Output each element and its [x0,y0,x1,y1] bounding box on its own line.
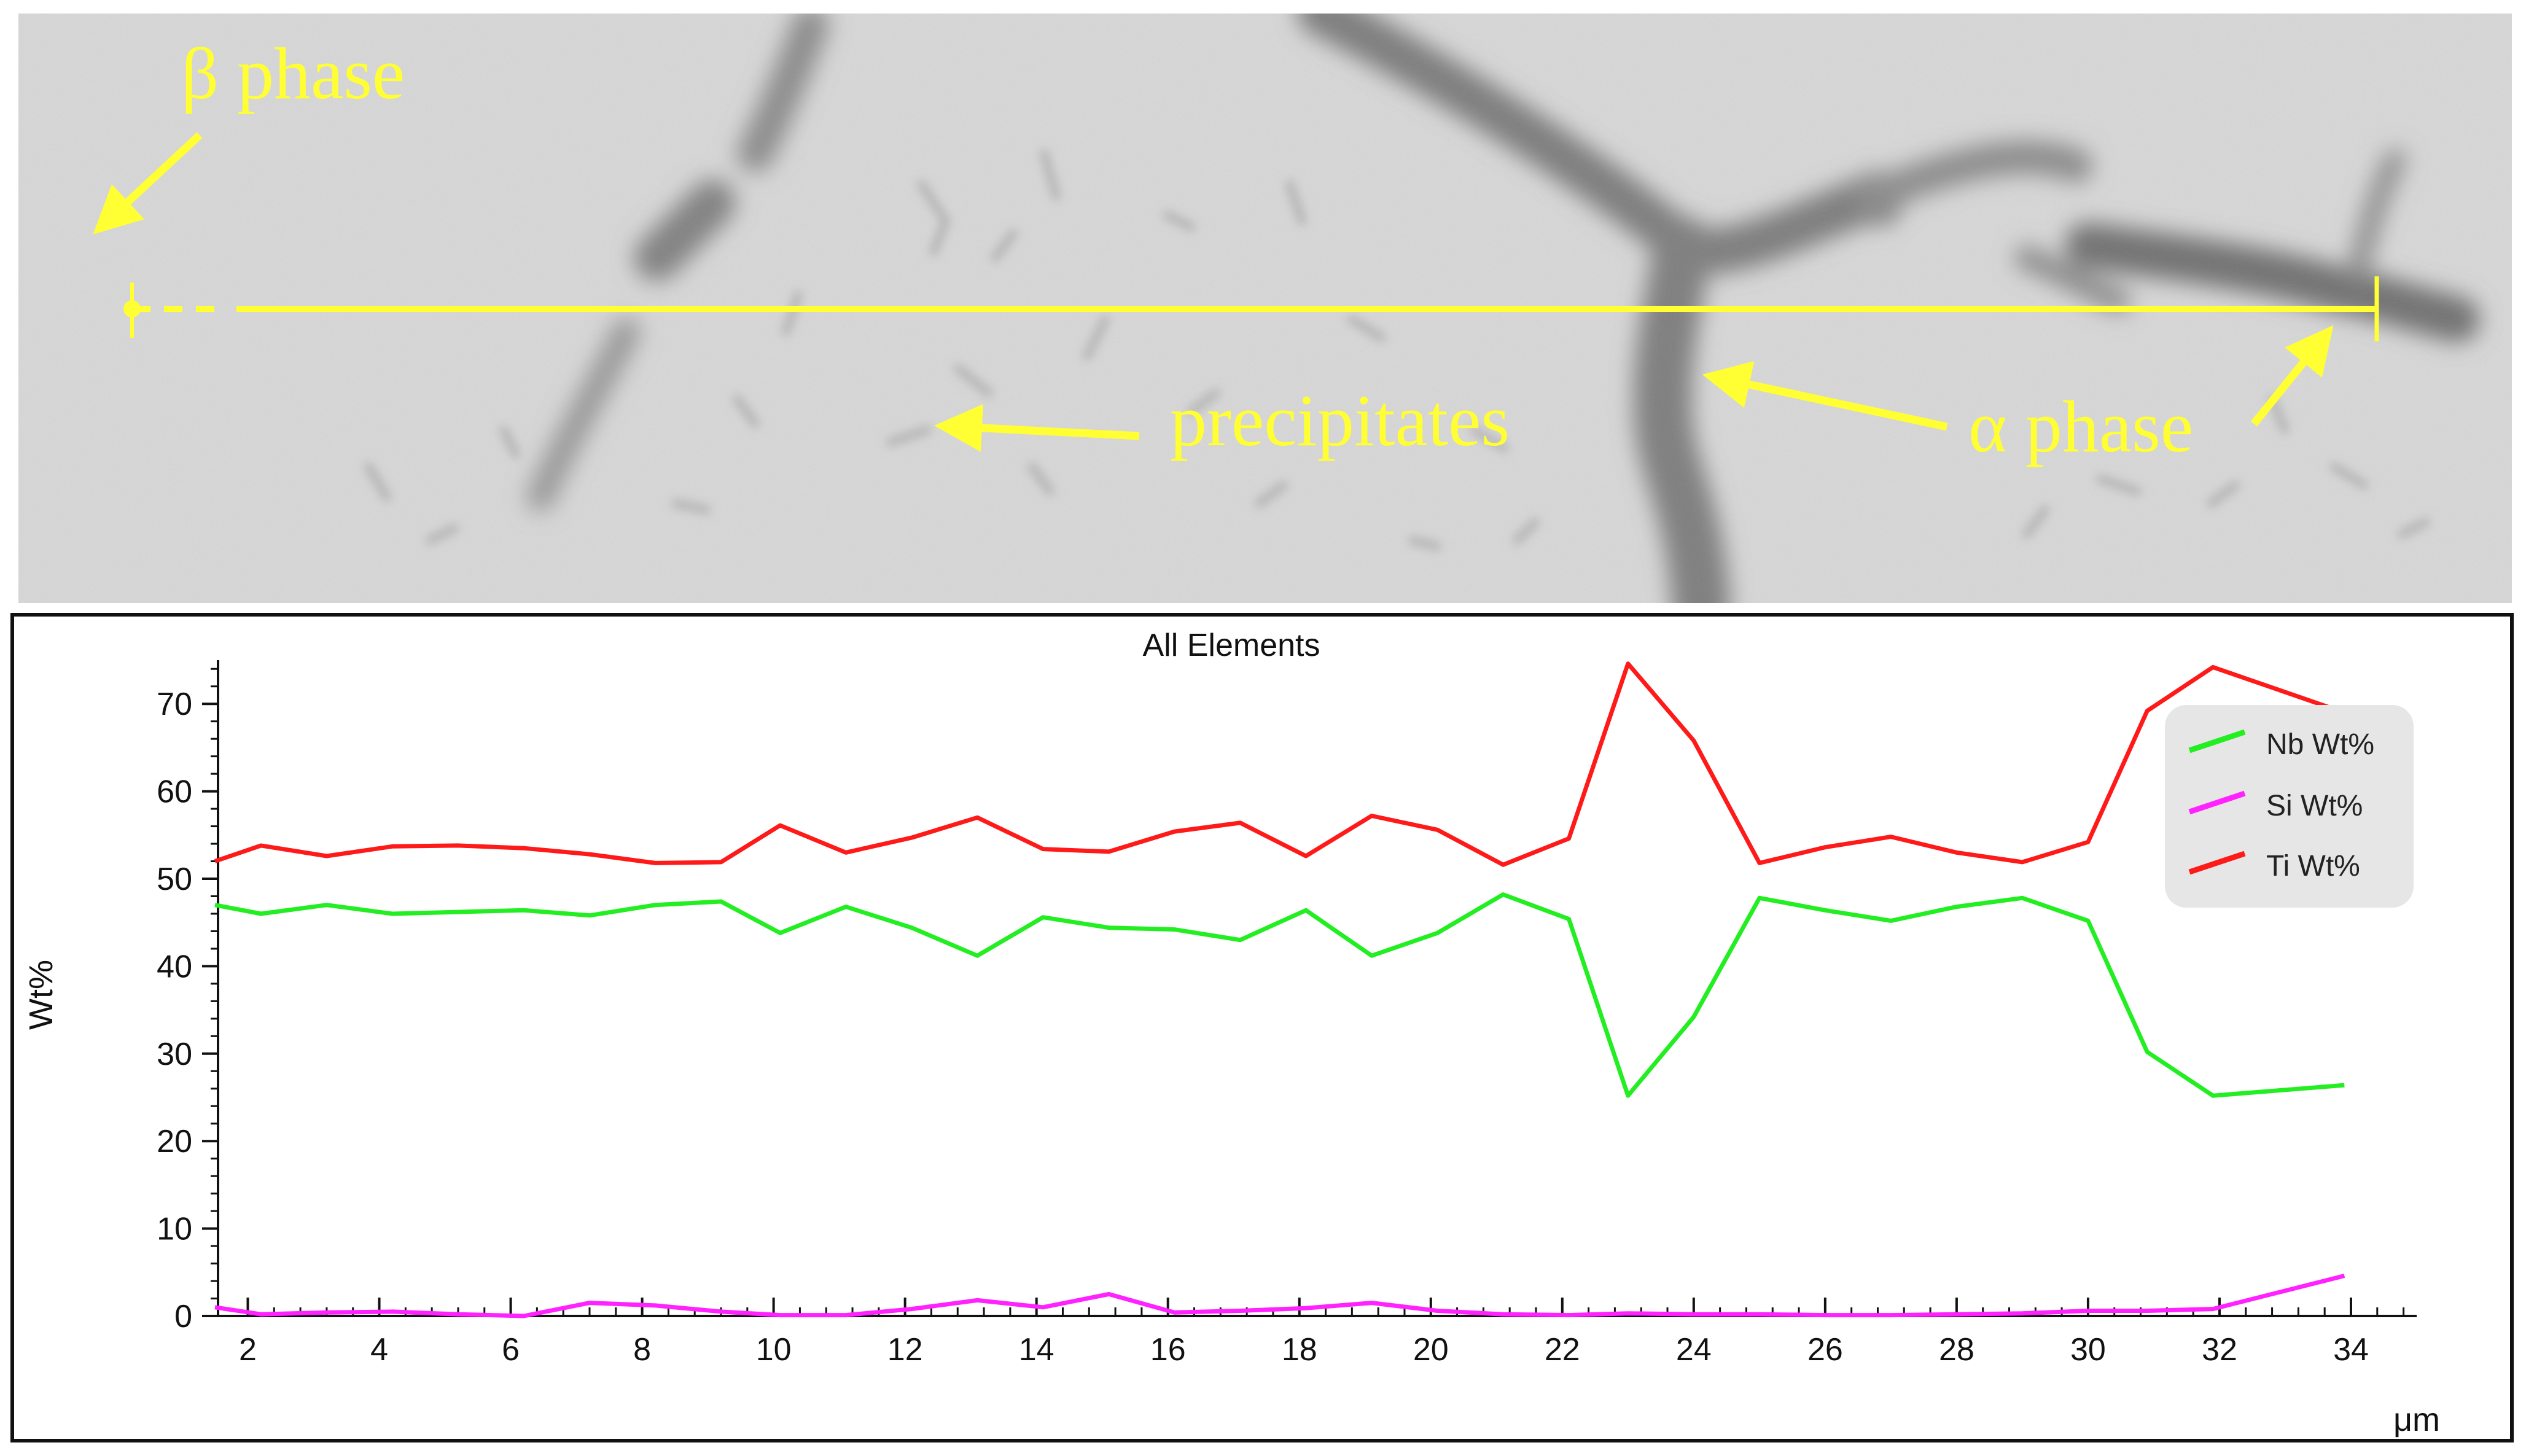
legend-label-nb: Nb Wt% [2266,728,2374,761]
series-layer [214,661,2345,1318]
y-tick-label: 10 [157,1212,192,1247]
legend-swatch-ti [2188,851,2246,875]
precipitates-arrow [934,404,1140,452]
series-line-ti [214,661,2345,867]
y-axis-title: Wt% [23,960,60,1030]
x-tick-label: 2 [239,1332,257,1368]
alpha-phase-arrow-right [2250,325,2334,427]
x-tick-label: 22 [1545,1332,1580,1368]
y-tick-label: 50 [157,862,192,897]
y-tick-label: 20 [157,1124,192,1159]
legend-swatch-nb [2188,729,2246,753]
alpha-phase-arrow-left [1702,361,1948,431]
x-tick-label: 26 [1807,1332,1843,1368]
x-tick-label: 12 [887,1332,923,1368]
x-tick-label: 4 [370,1332,388,1368]
series-line-nb [214,892,2345,1098]
x-tick-label: 30 [2070,1332,2106,1368]
legend-label-ti: Ti Wt% [2266,850,2360,882]
x-tick-label: 10 [756,1332,792,1368]
legend-swatch-si [2188,790,2246,815]
alpha-phase-label: α phase [1968,386,2193,467]
beta-phase-arrow [93,132,203,235]
y-tick-label: 40 [157,949,192,984]
chart-title: All Elements [1143,628,1320,663]
x-tick-label: 14 [1019,1332,1054,1368]
x-tick-label: 20 [1413,1332,1449,1368]
x-tick-label: 16 [1150,1332,1186,1368]
x-tick-label: 24 [1676,1332,1712,1368]
chart-frame [10,613,2514,1442]
series-line-si [214,1274,2345,1318]
y-tick-label: 70 [157,687,192,722]
y-tick-label: 60 [157,774,192,810]
precipitates-label: precipitates [1170,380,1510,461]
x-tick-label: 32 [2202,1332,2237,1368]
legend-label-si: Si Wt% [2266,790,2363,822]
x-axis-title: μm [2393,1401,2440,1438]
chart-axes: 2 4 6 8 10 12 14 16 18 20 22 24 26 28 30 32 340102030405… [157,660,2417,1368]
x-tick-label: 18 [1282,1332,1317,1368]
x-tick-label: 8 [633,1332,651,1368]
micrograph-image: β phase precipitates α phase [18,14,2512,603]
x-tick-label: 6 [502,1332,520,1368]
beta-phase-label: β phase [181,33,405,114]
y-tick-label: 0 [174,1299,192,1334]
y-tick-label: 30 [157,1037,192,1072]
x-tick-label: 34 [2333,1332,2369,1368]
legend: Nb Wt% Si Wt% Ti Wt% [2165,705,2414,908]
x-tick-label: 28 [1939,1332,1974,1368]
